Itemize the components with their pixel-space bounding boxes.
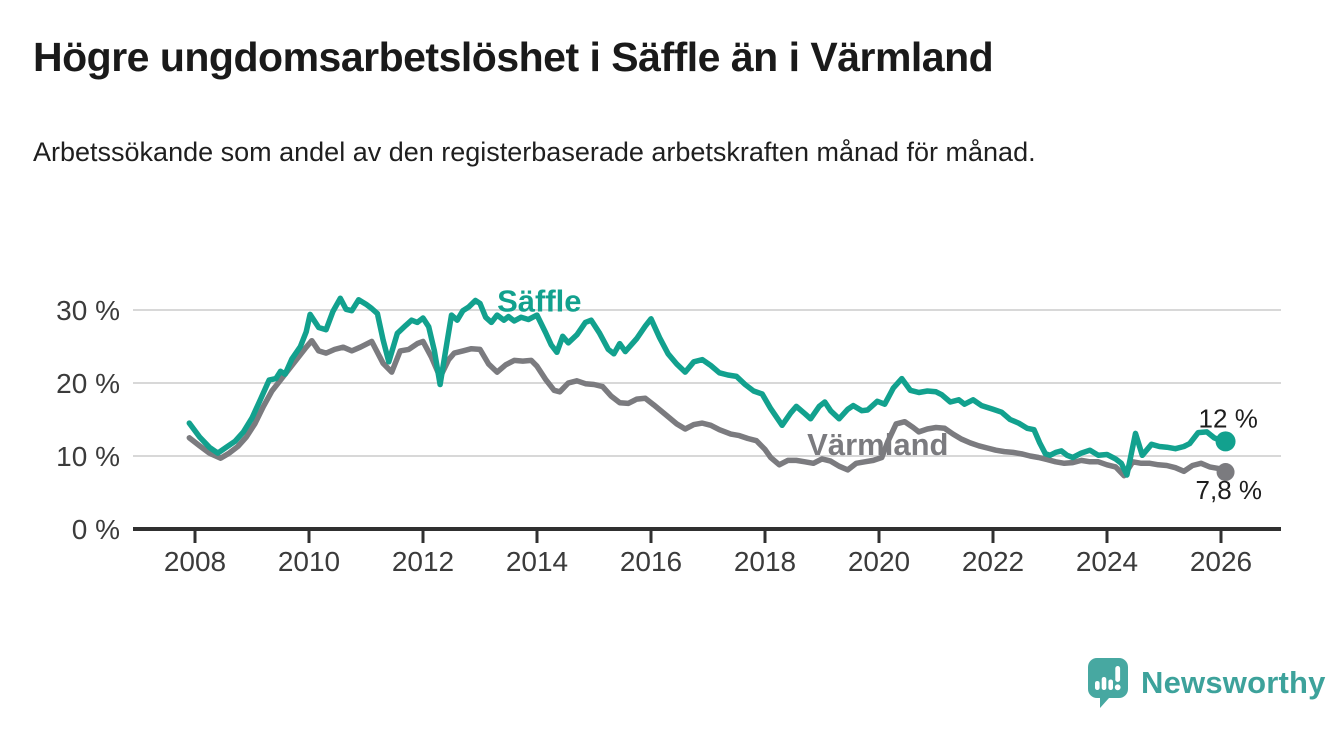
series-endpoint-dot bbox=[1215, 431, 1236, 452]
newsworthy-brand-text: Newsworthy bbox=[1141, 665, 1326, 700]
y-axis-tick-label: 30 % bbox=[56, 295, 120, 326]
x-axis-tick-label: 2010 bbox=[278, 546, 340, 577]
series-name-label: Värmland bbox=[807, 427, 948, 462]
x-axis-tick-label: 2022 bbox=[962, 546, 1024, 577]
x-axis-tick-label: 2012 bbox=[392, 546, 454, 577]
series-end-value-label: 12 % bbox=[1199, 403, 1258, 433]
x-axis-tick-label: 2020 bbox=[848, 546, 910, 577]
x-axis-tick-label: 2008 bbox=[164, 546, 226, 577]
series-endpoint-dot bbox=[1216, 463, 1235, 482]
chart-line-värmland bbox=[186, 337, 1229, 479]
chart-line-säffle bbox=[186, 295, 1229, 478]
page-title: Högre ungdomsarbetslöshet i Säffle än i … bbox=[33, 34, 994, 80]
series-end-value-label: 7,8 % bbox=[1196, 475, 1263, 505]
newsworthy-brand: Newsworthy bbox=[1088, 658, 1326, 708]
x-axis-tick-label: 2016 bbox=[620, 546, 682, 577]
x-axis-tick-label: 2026 bbox=[1190, 546, 1252, 577]
chart-subtitle: Arbetssökande som andel av den registerb… bbox=[33, 137, 1036, 167]
unemployment-line-chart: 0 % 10 % 20 % 30 % 2008 2010 2012 2014 2016 2018 2… bbox=[56, 283, 1281, 577]
y-axis-tick-label: 10 % bbox=[56, 441, 120, 472]
y-axis-tick-label: 0 % bbox=[72, 514, 120, 545]
series-name-label: Säffle bbox=[497, 283, 581, 318]
x-axis-tick-label: 2018 bbox=[734, 546, 796, 577]
x-axis-tick-label: 2014 bbox=[506, 546, 568, 577]
x-axis-tick-label: 2024 bbox=[1076, 546, 1138, 577]
newsworthy-logo-icon bbox=[1088, 658, 1128, 708]
y-axis-tick-label: 20 % bbox=[56, 368, 120, 399]
